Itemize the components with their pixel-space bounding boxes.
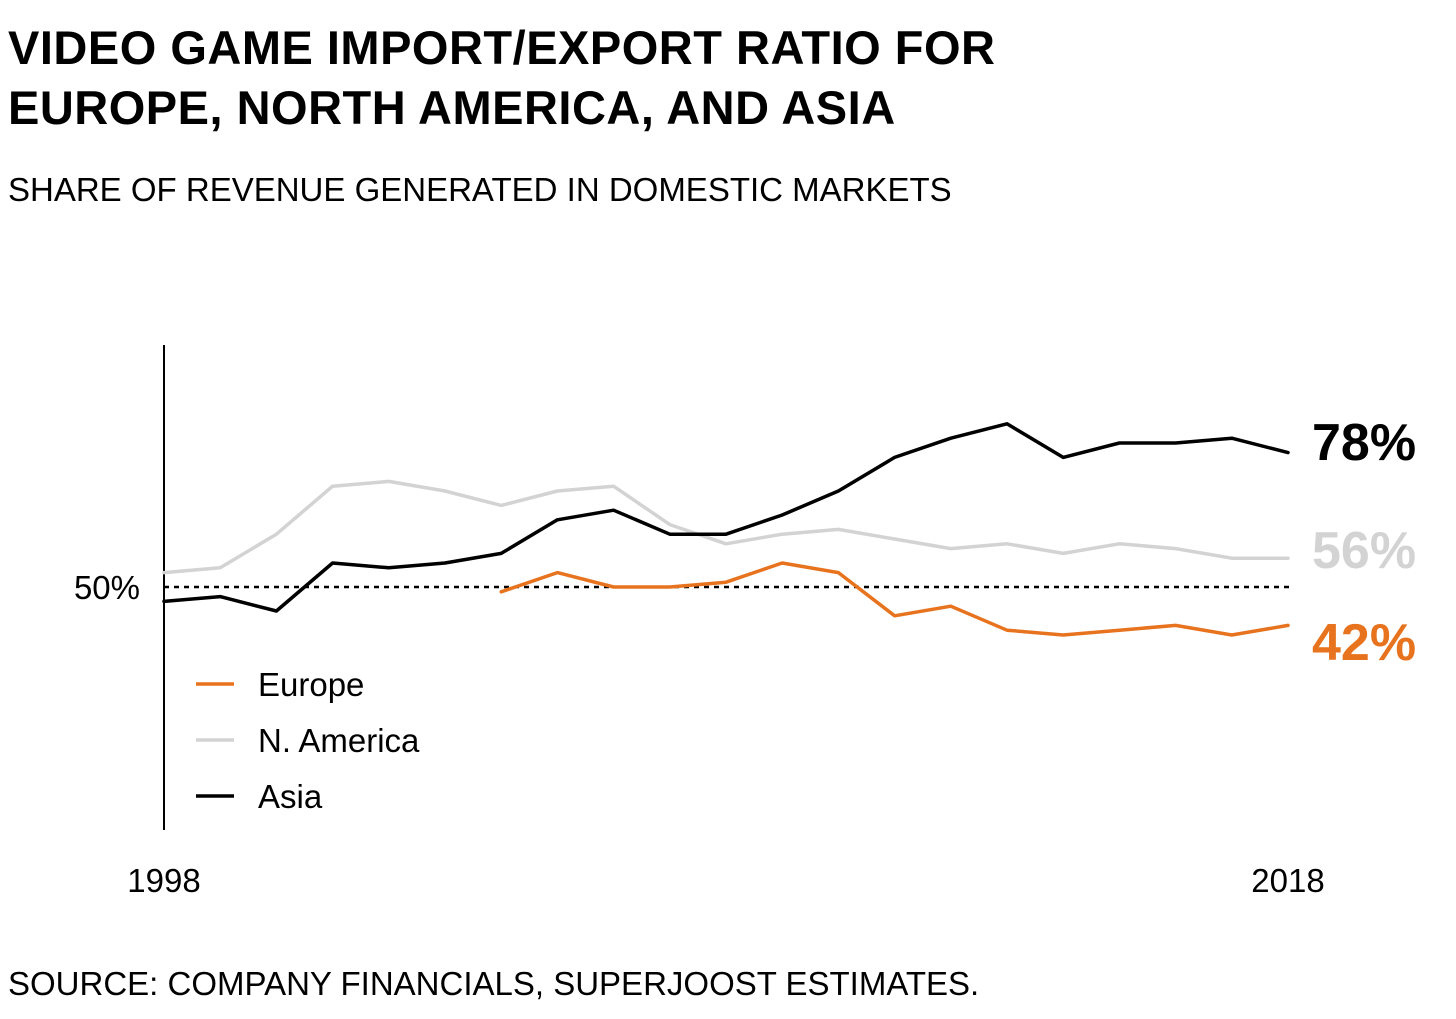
- end-label-europe: 42%: [1312, 614, 1416, 672]
- chart-title-line-2: EUROPE, NORTH AMERICA, AND ASIA: [8, 81, 896, 134]
- chart-axes: 50% 1998 2018: [74, 345, 1325, 899]
- end-label-n-america: 56%: [1312, 522, 1416, 580]
- chart-legend: Europe N. America Asia: [196, 666, 420, 815]
- chart-title-line-1: VIDEO GAME IMPORT/EXPORT RATIO FOR: [8, 21, 996, 74]
- chart-series-lines: [162, 422, 1290, 637]
- chart-source-note: SOURCE: COMPANY FINANCIALS, SUPERJOOST E…: [8, 965, 980, 1002]
- chart-title: VIDEO GAME IMPORT/EXPORT RATIO FOR EUROP…: [8, 18, 996, 138]
- series-line-europe: [499, 561, 1290, 637]
- legend-label-europe: Europe: [258, 666, 364, 703]
- x-tick-label-1998: 1998: [127, 862, 200, 899]
- x-tick-label-2018: 2018: [1251, 862, 1324, 899]
- series-line-asia: [162, 422, 1290, 613]
- legend-label-asia: Asia: [258, 778, 323, 815]
- chart-end-labels: 56% 42% 78%: [1312, 414, 1416, 672]
- y-tick-label-50: 50%: [74, 569, 140, 606]
- legend-label-n-america: N. America: [258, 722, 420, 759]
- series-line-n-america: [162, 479, 1290, 575]
- chart-subtitle: SHARE OF REVENUE GENERATED IN DOMESTIC M…: [8, 171, 952, 208]
- end-label-asia: 78%: [1312, 414, 1416, 472]
